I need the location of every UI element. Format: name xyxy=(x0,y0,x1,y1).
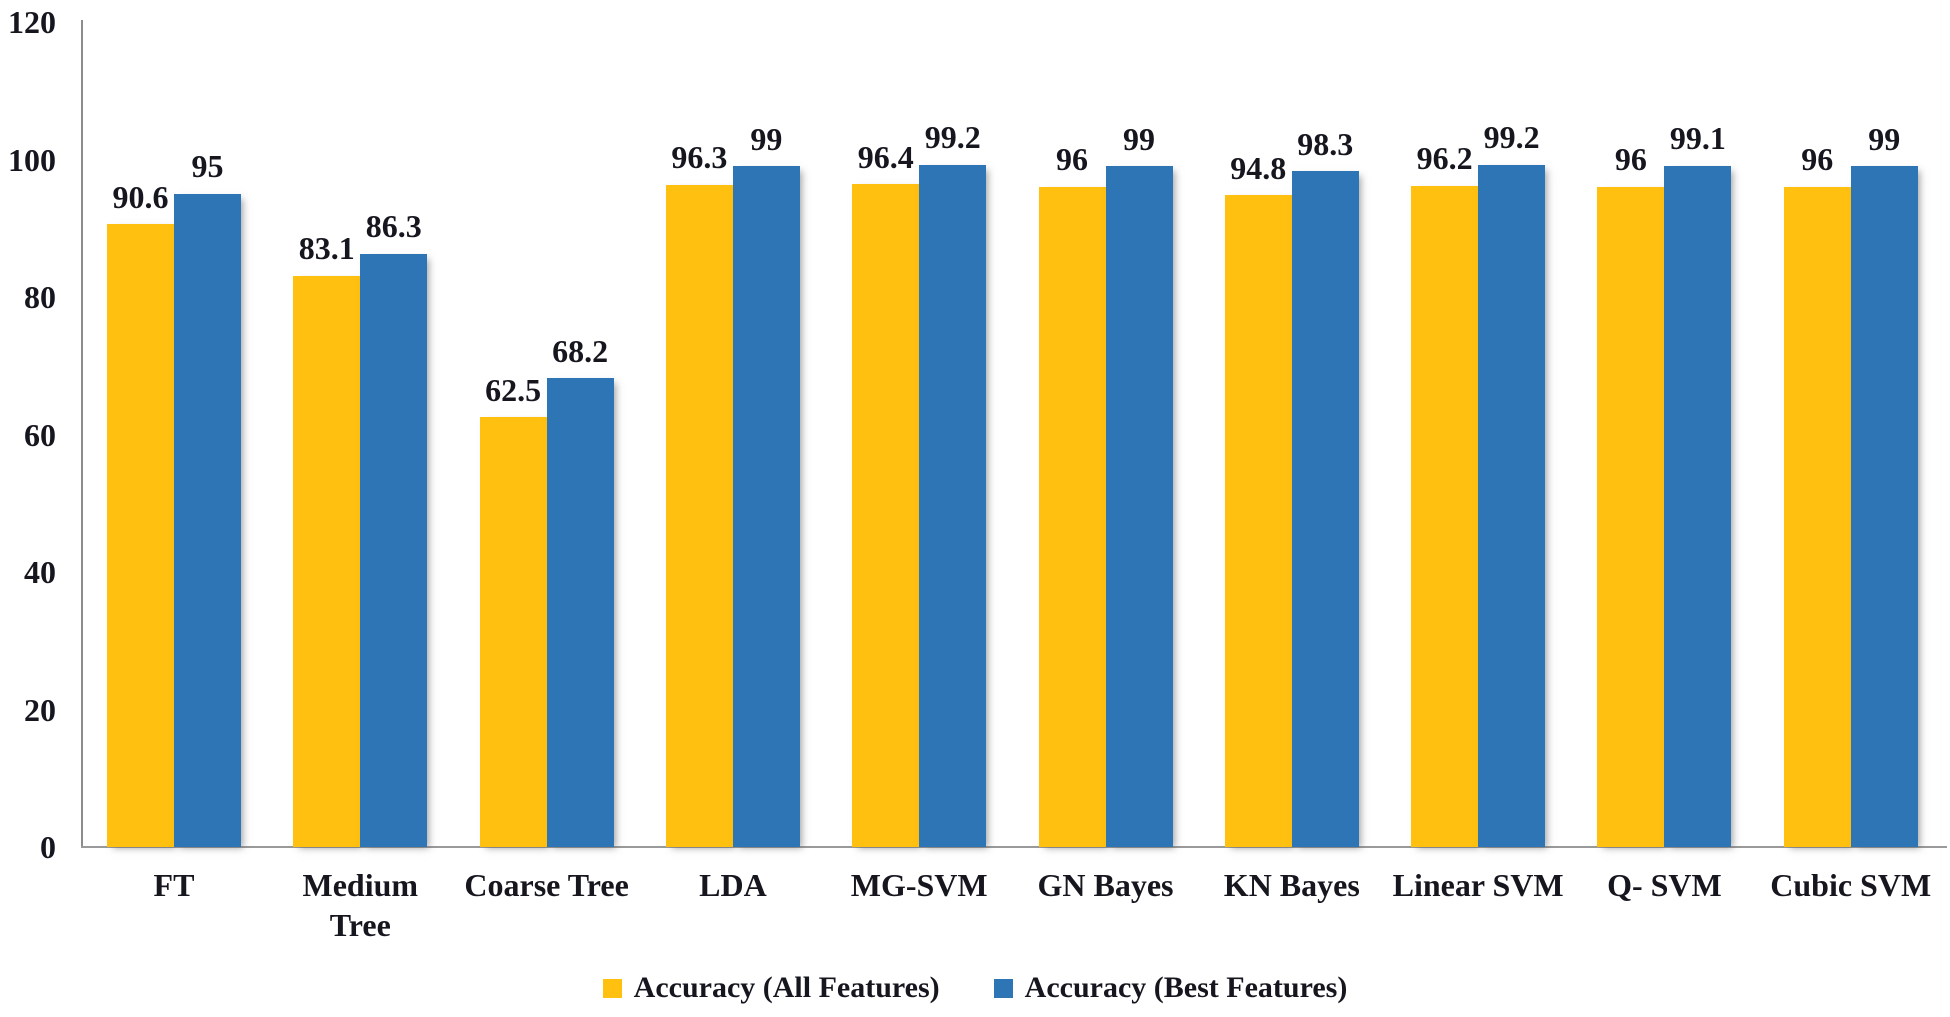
bar-best-features xyxy=(1850,166,1918,847)
bar-all-features xyxy=(107,224,174,847)
bar-value-label: 68.2 xyxy=(552,332,609,369)
y-tick-label: 80 xyxy=(24,279,56,315)
bar-value-label: 99.2 xyxy=(924,119,981,156)
bar-value-label: 62.5 xyxy=(485,371,542,408)
bar-value-label: 99 xyxy=(1123,120,1155,157)
legend-swatch-best-features xyxy=(993,978,1013,998)
bar-value-label: 99.1 xyxy=(1669,120,1726,157)
y-tick-label: 120 xyxy=(8,4,56,40)
category-label: FT xyxy=(153,867,195,903)
bar-value-label: 96 xyxy=(1614,141,1647,178)
chart-legend: Accuracy (All Features) Accuracy (Best F… xyxy=(0,963,1950,1013)
y-tick-label: 100 xyxy=(8,141,56,178)
bar-value-label: 94.8 xyxy=(1230,149,1287,186)
bar-value-label: 99 xyxy=(1868,120,1901,157)
category-label: Cubic SVM xyxy=(1770,867,1932,903)
bar-best-features xyxy=(1478,165,1546,847)
bar-all-features xyxy=(1783,187,1851,847)
category-label: Coarse Tree xyxy=(464,867,629,903)
bar-best-features xyxy=(174,193,241,847)
y-tick-label: 60 xyxy=(24,416,56,453)
bar-value-label: 83.1 xyxy=(298,230,355,267)
bar-all-features xyxy=(852,184,920,847)
bar-all-features xyxy=(293,275,361,847)
bar-best-features xyxy=(1664,165,1732,847)
bar-best-features xyxy=(1105,166,1173,847)
category-label: KN Bayes xyxy=(1223,867,1360,903)
legend-item-best-features: Accuracy (Best Features) xyxy=(993,971,1348,1005)
category-label: Medium Tree xyxy=(302,867,419,943)
bar-best-features xyxy=(919,165,987,847)
bar-best-features xyxy=(546,378,614,847)
bar-best-features xyxy=(732,166,800,847)
bar-value-label: 86.3 xyxy=(365,208,422,245)
bar-value-label: 99.2 xyxy=(1483,119,1540,156)
y-tick-label: 40 xyxy=(24,554,56,590)
bar-all-features xyxy=(1038,187,1106,847)
bar-all-features xyxy=(665,184,733,847)
y-tick-label: 20 xyxy=(24,691,56,728)
legend-label-best-features: Accuracy (Best Features) xyxy=(1024,971,1348,1004)
bar-best-features xyxy=(1291,171,1359,847)
bar-all-features xyxy=(1411,185,1479,847)
bar-value-label: 96.4 xyxy=(857,138,914,175)
category-label: Linear SVM xyxy=(1392,867,1564,903)
category-label: Q- SVM xyxy=(1607,867,1722,903)
bar-value-label: 96.2 xyxy=(1416,140,1473,177)
bar-value-label: 96 xyxy=(1056,141,1088,178)
bar-value-label: 99 xyxy=(750,120,783,157)
x-axis-line xyxy=(81,846,1947,848)
bar-best-features xyxy=(360,253,428,847)
category-label: GN Bayes xyxy=(1037,867,1174,903)
bar-all-features xyxy=(1224,195,1292,847)
bar-value-label: 96 xyxy=(1801,141,1834,178)
bar-value-label: 95 xyxy=(191,148,224,185)
bar-value-label: 98.3 xyxy=(1297,125,1354,162)
bar-value-label: 90.6 xyxy=(112,178,169,215)
y-tick-label: 0 xyxy=(40,829,56,865)
y-axis-line xyxy=(81,20,83,847)
bar-all-features xyxy=(479,417,547,847)
legend-label-all-features: Accuracy (All Features) xyxy=(633,971,940,1004)
bar-all-features xyxy=(1597,187,1665,847)
legend-item-all-features: Accuracy (All Features) xyxy=(602,971,940,1005)
bar-value-label: 96.3 xyxy=(671,139,728,176)
category-label: MG-SVM xyxy=(850,867,988,903)
legend-swatch-all-features xyxy=(602,978,622,998)
category-label: LDA xyxy=(699,867,767,903)
